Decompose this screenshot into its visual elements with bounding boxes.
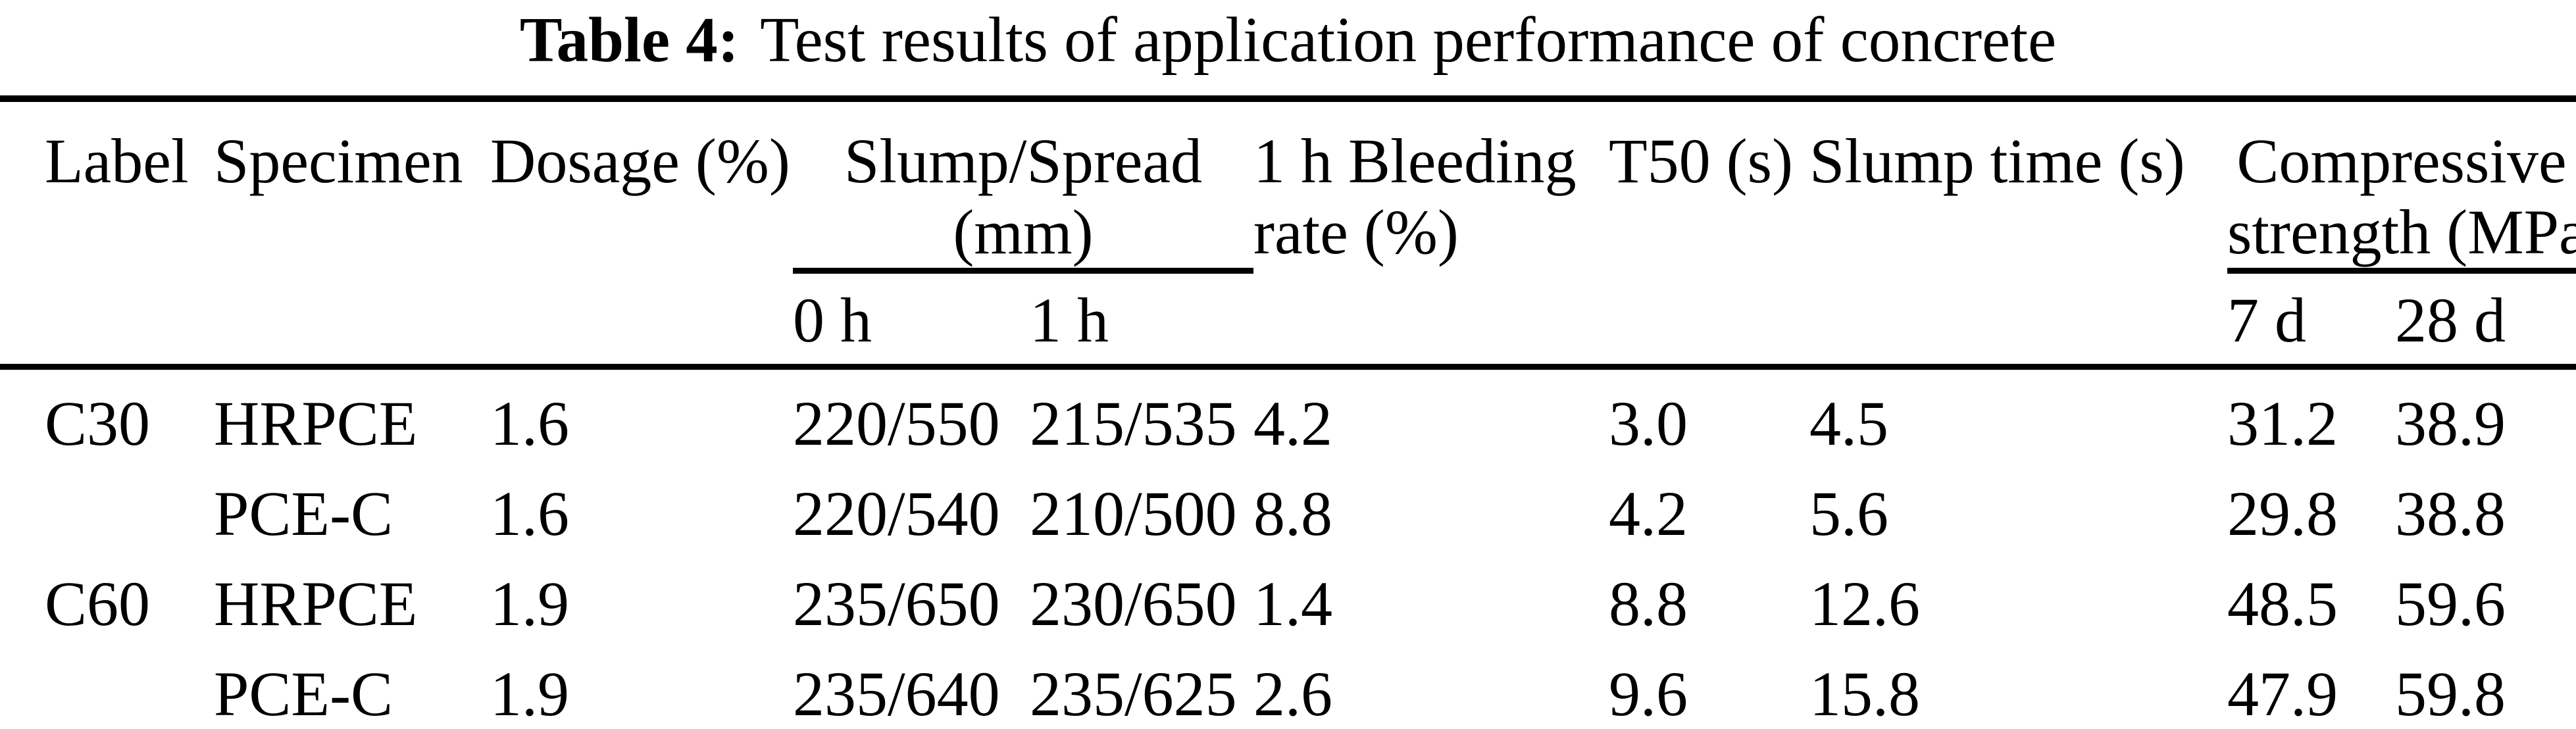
cell-strength-7d: 29.8: [2227, 478, 2338, 549]
col-header-t50: T50 (s): [1609, 126, 1793, 196]
cell-label: [0, 640, 214, 729]
cell-slump-1h: 230/650: [1030, 568, 1237, 639]
cell-specimen: HRPCE: [214, 388, 418, 459]
cell-strength-7d: 31.2: [2227, 388, 2338, 459]
table-row: PCE-C 1.9 235/640 235/625 2.6 9.6 15.8 4…: [0, 640, 2576, 729]
cell-strength-28d: 38.8: [2395, 478, 2506, 549]
cell-slump-0h: 235/640: [793, 659, 1000, 729]
table-caption: Table 4: Test results of application perf…: [0, 0, 2576, 95]
col-subheader-1h: 1 h: [1030, 285, 1109, 355]
cell-dosage: 1.6: [490, 388, 569, 459]
table-row: C60 HRPCE 1.9 235/650 230/650 1.4 8.8 12…: [0, 550, 2576, 640]
col-header-slump-time: Slump time (s): [1809, 126, 2185, 196]
cell-dosage: 1.9: [490, 659, 569, 729]
caption-table-number: Table 4:: [519, 5, 740, 75]
cell-slump-time: 4.5: [1809, 388, 1889, 459]
cell-bleeding-rate: 4.2: [1253, 388, 1333, 459]
cell-slump-time: 15.8: [1809, 659, 1921, 729]
table-header: Label Specimen Dosage (%) Slump/Spread (m…: [0, 99, 2576, 367]
cell-bleeding-rate: 1.4: [1253, 568, 1333, 639]
cell-slump-1h: 215/535: [1030, 388, 1237, 459]
cell-t50: 8.8: [1609, 568, 1688, 639]
col-header-dosage: Dosage (%): [490, 126, 790, 196]
cell-strength-7d: 47.9: [2227, 659, 2338, 729]
cell-slump-time: 5.6: [1809, 478, 1889, 549]
cell-slump-0h: 220/550: [793, 388, 1000, 459]
cell-dosage: 1.9: [490, 568, 569, 639]
cell-label: [0, 460, 214, 550]
cell-slump-1h: 210/500: [1030, 478, 1237, 549]
cell-specimen: HRPCE: [214, 568, 418, 639]
col-header-label: Label: [45, 126, 189, 196]
cell-t50: 9.6: [1609, 659, 1688, 729]
cell-slump-time: 12.6: [1809, 568, 1921, 639]
col-subheader-28d: 28 d: [2395, 285, 2506, 355]
cell-slump-1h: 235/625: [1030, 659, 1237, 729]
cell-slump-0h: 220/540: [793, 478, 1000, 549]
cell-label: C60: [45, 568, 151, 639]
cell-strength-28d: 38.9: [2395, 388, 2506, 459]
cell-strength-28d: 59.8: [2395, 659, 2506, 729]
table-row: PCE-C 1.6 220/540 210/500 8.8 4.2 5.6 29…: [0, 460, 2576, 550]
col-header-compressive-group: Compressive strength (MPa): [2227, 99, 2576, 274]
cell-bleeding-rate: 2.6: [1253, 659, 1333, 729]
col-subheader-0h: 0 h: [793, 285, 872, 355]
table-row: C30 HRPCE 1.6 220/550 215/535 4.2 3.0 4.…: [0, 367, 2576, 461]
cell-specimen: PCE-C: [214, 478, 393, 549]
cell-strength-28d: 59.6: [2395, 568, 2506, 639]
header-row-sub: 0 h 1 h 7 d 28 d: [0, 271, 2576, 367]
col-header-specimen: Specimen: [214, 126, 463, 196]
cell-dosage: 1.6: [490, 478, 569, 549]
cell-slump-0h: 235/650: [793, 568, 1000, 639]
header-row-main: Label Specimen Dosage (%) Slump/Spread (m…: [0, 99, 2576, 274]
caption-title: Test results of application performance …: [760, 5, 2057, 75]
cell-strength-7d: 48.5: [2227, 568, 2338, 639]
cell-specimen: PCE-C: [214, 659, 393, 729]
cell-t50: 4.2: [1609, 478, 1688, 549]
col-subheader-7d: 7 d: [2227, 285, 2307, 355]
cell-bleeding-rate: 8.8: [1253, 478, 1333, 549]
cell-t50: 3.0: [1609, 388, 1688, 459]
col-header-slump-spread-group: Slump/Spread (mm): [793, 99, 1254, 274]
col-header-bleeding-rate: 1 h Bleeding rate (%): [1253, 126, 1577, 267]
table-body: C30 HRPCE 1.6 220/550 215/535 4.2 3.0 4.…: [0, 367, 2576, 729]
results-table: Label Specimen Dosage (%) Slump/Spread (m…: [0, 95, 2576, 729]
cell-label: C30: [45, 388, 151, 459]
